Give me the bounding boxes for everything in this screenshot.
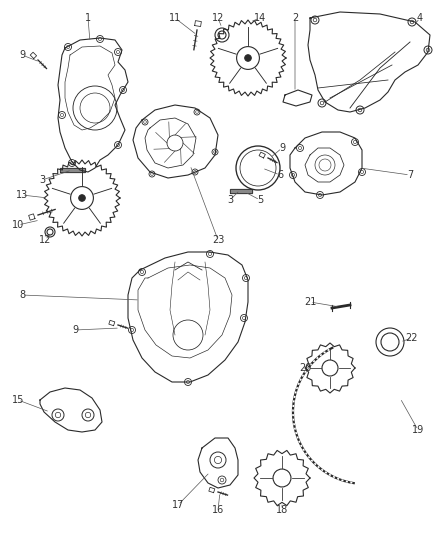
Text: 9: 9 xyxy=(279,143,285,153)
Text: 11: 11 xyxy=(169,13,181,23)
Text: 10: 10 xyxy=(12,220,24,230)
Text: 4: 4 xyxy=(417,13,423,23)
Text: 21: 21 xyxy=(304,297,316,307)
Polygon shape xyxy=(60,168,85,172)
Text: 9: 9 xyxy=(19,50,25,60)
Text: 20: 20 xyxy=(299,363,311,373)
Text: 14: 14 xyxy=(254,13,266,23)
Text: 12: 12 xyxy=(39,235,51,245)
Text: 7: 7 xyxy=(407,170,413,180)
Text: 23: 23 xyxy=(212,235,224,245)
Text: 15: 15 xyxy=(12,395,24,405)
Text: 9: 9 xyxy=(72,325,78,335)
Text: 16: 16 xyxy=(212,505,224,515)
Text: 1: 1 xyxy=(85,13,91,23)
Text: 3: 3 xyxy=(39,175,45,185)
Text: 8: 8 xyxy=(19,290,25,300)
Text: 12: 12 xyxy=(212,13,224,23)
Text: 3: 3 xyxy=(227,195,233,205)
Text: 13: 13 xyxy=(16,190,28,200)
Circle shape xyxy=(78,195,85,201)
Text: 18: 18 xyxy=(276,505,288,515)
Text: 5: 5 xyxy=(257,195,263,205)
Text: 22: 22 xyxy=(406,333,418,343)
Text: 2: 2 xyxy=(292,13,298,23)
Text: 19: 19 xyxy=(412,425,424,435)
Text: 6: 6 xyxy=(277,170,283,180)
Polygon shape xyxy=(230,189,252,193)
Circle shape xyxy=(244,54,251,61)
Text: 17: 17 xyxy=(172,500,184,510)
